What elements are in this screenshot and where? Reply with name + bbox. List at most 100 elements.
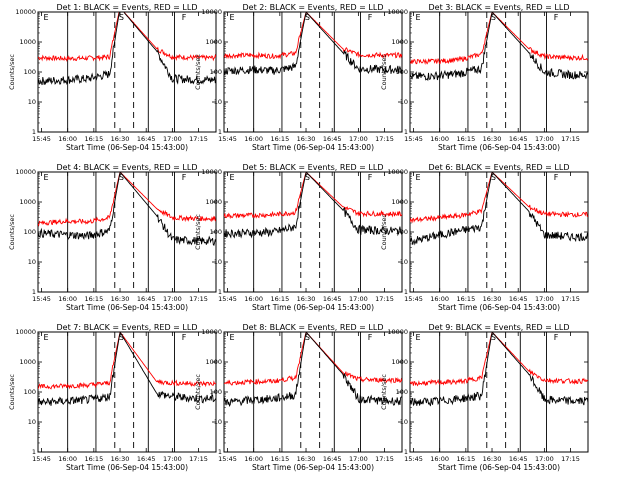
marker-s: S — [491, 13, 496, 22]
marker-e: E — [230, 13, 235, 22]
events-series — [38, 12, 216, 86]
x-axis-label: Start Time (06-Sep-04 15:43:00) — [252, 463, 374, 472]
x-tick-label: 16:00 — [430, 455, 449, 463]
marker-s: S — [305, 173, 310, 182]
x-tick-label: 16:45 — [323, 295, 342, 303]
x-tick-label: 17:00 — [535, 295, 554, 303]
y-tick-label: 1 — [404, 288, 408, 296]
y-tick-label: 10 — [214, 258, 222, 266]
x-tick-label: 15:45 — [32, 135, 51, 143]
x-tick-label: 16:30 — [111, 135, 130, 143]
y-tick-label: 10 — [28, 258, 36, 266]
y-axis-label: Counts/sec — [8, 214, 16, 250]
y-tick-label: 1 — [218, 448, 222, 456]
panel-title: Det 1: BLACK = Events, RED = LLD — [57, 3, 198, 12]
y-tick-label: 10000 — [15, 8, 36, 16]
x-tick-label: 16:15 — [456, 135, 475, 143]
marker-s: S — [305, 333, 310, 342]
x-tick-label: 16:45 — [509, 135, 528, 143]
y-tick-label: 1 — [218, 128, 222, 136]
marker-e: E — [230, 173, 235, 182]
marker-f: F — [554, 13, 559, 22]
x-tick-label: 16:45 — [509, 295, 528, 303]
events-series — [410, 12, 588, 82]
x-axis-label: Start Time (06-Sep-04 15:43:00) — [438, 303, 560, 312]
y-tick-label: 100 — [24, 388, 36, 396]
panel-title: Det 3: BLACK = Events, RED = LLD — [429, 3, 570, 12]
x-tick-label: 16:15 — [456, 455, 475, 463]
y-tick-label: 10000 — [387, 8, 408, 16]
x-axis-label: Start Time (06-Sep-04 15:43:00) — [252, 303, 374, 312]
y-tick-label: 100 — [210, 228, 222, 236]
x-tick-label: 17:15 — [561, 455, 580, 463]
marker-f: F — [368, 333, 373, 342]
x-tick-label: 17:00 — [163, 455, 182, 463]
plot-frame — [37, 11, 217, 133]
panel-det-1: Det 1: BLACK = Events, RED = LLD 1 10 100 10… — [8, 3, 217, 152]
plot-frame — [37, 171, 217, 293]
y-axis-label: Counts/sec — [8, 374, 16, 410]
marker-f: F — [182, 13, 187, 22]
marker-e: E — [44, 13, 49, 22]
events-series — [224, 332, 402, 408]
lld-series — [224, 12, 402, 60]
x-tick-label: 16:00 — [244, 455, 263, 463]
marker-e: E — [44, 333, 49, 342]
y-tick-label: 10000 — [387, 168, 408, 176]
x-tick-label: 15:45 — [32, 455, 51, 463]
y-tick-label: 10000 — [387, 328, 408, 336]
panel-title: Det 2: BLACK = Events, RED = LLD — [243, 3, 384, 12]
marker-f: F — [182, 173, 187, 182]
y-tick-label: 1000 — [391, 358, 408, 366]
x-tick-label: 17:15 — [375, 135, 394, 143]
x-tick-label: 17:00 — [349, 295, 368, 303]
y-tick-label: 10 — [28, 98, 36, 106]
x-tick-label: 16:00 — [58, 455, 77, 463]
x-tick-label: 17:00 — [349, 135, 368, 143]
x-tick-label: 16:30 — [111, 295, 130, 303]
x-tick-label: 17:15 — [189, 455, 208, 463]
y-tick-label: 100 — [396, 388, 408, 396]
y-tick-label: 1000 — [19, 358, 36, 366]
panel-title: Det 5: BLACK = Events, RED = LLD — [243, 163, 384, 172]
y-axis-label: Counts/sec — [380, 54, 388, 90]
panel-title: Det 9: BLACK = Events, RED = LLD — [429, 323, 570, 332]
y-tick-label: 1000 — [19, 38, 36, 46]
y-tick-label: 10000 — [15, 328, 36, 336]
panel-det-2: Det 2: BLACK = Events, RED = LLD 1 10 100 10… — [194, 3, 403, 152]
panel-title: Det 6: BLACK = Events, RED = LLD — [429, 163, 570, 172]
events-series — [224, 12, 402, 76]
x-tick-label: 16:15 — [456, 295, 475, 303]
y-tick-label: 10000 — [201, 328, 222, 336]
x-tick-label: 16:00 — [430, 135, 449, 143]
y-tick-label: 1 — [218, 288, 222, 296]
marker-s: S — [119, 173, 124, 182]
x-tick-label: 16:15 — [84, 135, 103, 143]
marker-e: E — [416, 173, 421, 182]
x-tick-label: 16:15 — [270, 135, 289, 143]
y-tick-label: 1000 — [19, 198, 36, 206]
y-tick-label: 1 — [32, 448, 36, 456]
x-tick-label: 17:15 — [189, 135, 208, 143]
x-tick-label: 15:45 — [404, 295, 423, 303]
marker-s: S — [491, 173, 496, 182]
marker-s: S — [305, 13, 310, 22]
x-tick-label: 17:00 — [163, 295, 182, 303]
x-tick-label: 15:45 — [404, 135, 423, 143]
x-tick-label: 16:45 — [323, 455, 342, 463]
events-series — [38, 172, 216, 247]
marker-f: F — [554, 173, 559, 182]
plot-frame — [37, 331, 217, 453]
y-tick-label: 10 — [400, 98, 408, 106]
panel-det-9: Det 9: BLACK = Events, RED = LLD 1 10 100 10… — [380, 323, 589, 472]
y-tick-label: 100 — [396, 228, 408, 236]
y-tick-label: 10 — [400, 258, 408, 266]
x-tick-label: 16:00 — [58, 295, 77, 303]
lld-series — [410, 12, 588, 65]
lld-series — [38, 172, 216, 227]
x-tick-label: 16:00 — [244, 135, 263, 143]
panel-det-7: Det 7: BLACK = Events, RED = LLD 1 10 100 10… — [8, 323, 217, 472]
x-tick-label: 16:30 — [483, 455, 502, 463]
y-tick-label: 1 — [32, 128, 36, 136]
y-tick-label: 10 — [214, 98, 222, 106]
